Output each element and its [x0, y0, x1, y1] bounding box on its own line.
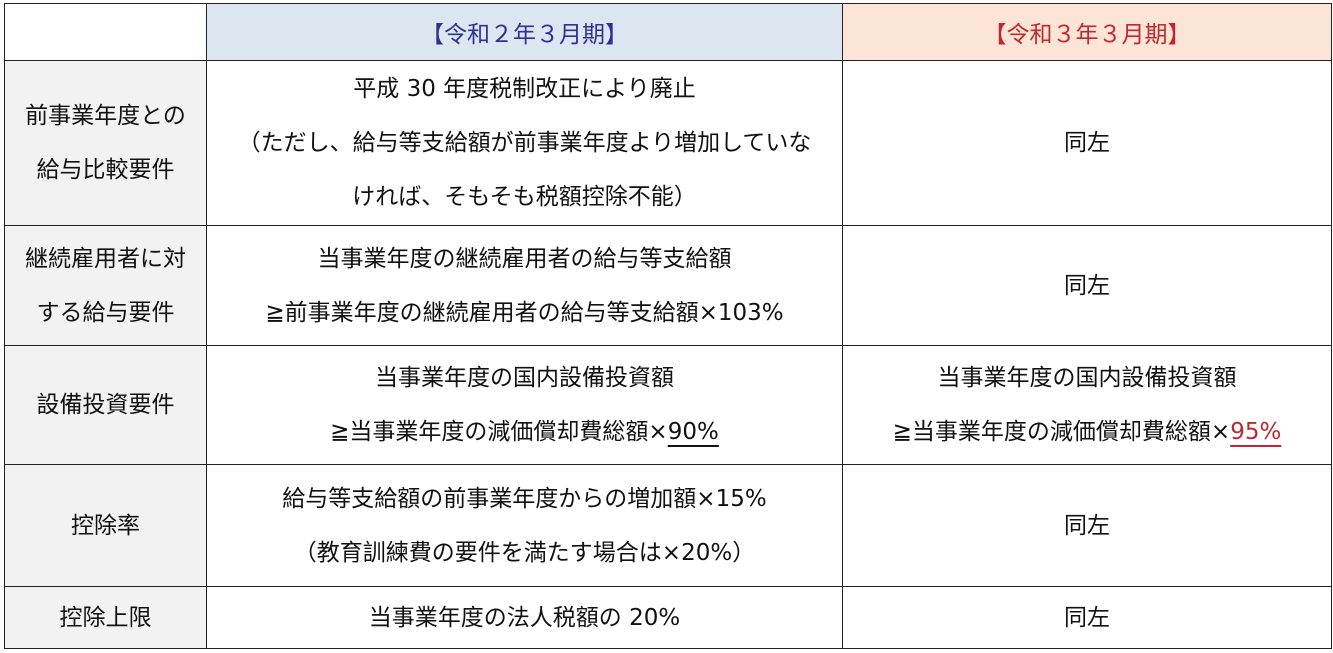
cell-line: 平成 30 年度税制改正により廃止 [353, 76, 696, 102]
row-label: 前事業年度との 給与比較要件 [4, 60, 207, 226]
label-line: 控除上限 [59, 604, 152, 631]
cell-line: 同左 [1064, 604, 1110, 631]
cell-line: 当事業年度の国内設備投資額 [375, 365, 674, 391]
underlined-rate-changed: 95% [1230, 419, 1282, 445]
row-label: 継続雇用者に対 する給与要件 [4, 225, 207, 346]
cell-line: 同左 [1064, 272, 1110, 299]
label-line: 控除率 [71, 512, 140, 539]
cell-r3: 同左 [842, 464, 1332, 587]
cell-r3: 当事業年度の国内設備投資額 ≧当事業年度の減価償却費総額×95% [842, 345, 1332, 465]
cell-line: 当事業年度の継続雇用者の給与等支給額 [317, 245, 732, 272]
cell-line: 当事業年度の法人税額の 20% [368, 604, 681, 631]
header-r3: 【令和３年３月期】 [842, 3, 1332, 61]
cell-line: （ただし、給与等支給額が前事業年度より増加していな [237, 130, 812, 156]
cell-r2: 当事業年度の法人税額の 20% [206, 586, 843, 649]
table-row: 前事業年度との 給与比較要件 平成 30 年度税制改正により廃止 （ただし、給与等支… [4, 60, 1332, 226]
cell-text: ≧当事業年度の減価償却費総額× [330, 419, 668, 445]
cell-line: 同左 [1064, 130, 1110, 156]
cell-r3: 同左 [842, 225, 1332, 346]
row-label: 控除率 [4, 464, 207, 587]
row-label: 控除上限 [4, 586, 207, 649]
label-line: 継続雇用者に対 [25, 245, 186, 272]
cell-line: 給与等支給額の前事業年度からの増加額×15% [282, 485, 767, 512]
table-row: 設備投資要件 当事業年度の国内設備投資額 ≧当事業年度の減価償却費総額×90% 当… [4, 345, 1332, 465]
cell-line: ければ、そもそも税額控除不能） [352, 184, 697, 210]
table-row: 継続雇用者に対 する給与要件 当事業年度の継続雇用者の給与等支給額 ≧前事業年度の継… [4, 225, 1332, 346]
cell-r3: 同左 [842, 586, 1332, 649]
cell-r3: 同左 [842, 60, 1332, 226]
header-r2: 【令和２年３月期】 [206, 3, 843, 61]
cell-text: ≧当事業年度の減価償却費総額× [892, 419, 1231, 445]
cell-r2: 当事業年度の国内設備投資額 ≧当事業年度の減価償却費総額×90% [206, 345, 843, 465]
label-line: する給与要件 [36, 299, 175, 326]
underlined-rate: 90% [667, 419, 719, 445]
cell-line: （教育訓練費の要件を満たす場合は×20%） [293, 539, 756, 566]
row-label: 設備投資要件 [4, 345, 207, 465]
cell-r2: 平成 30 年度税制改正により廃止 （ただし、給与等支給額が前事業年度より増加して… [206, 60, 843, 226]
header-row: 【令和２年３月期】 【令和３年３月期】 [4, 3, 1332, 61]
cell-line: 当事業年度の国内設備投資額 [937, 365, 1237, 391]
cell-r2: 当事業年度の継続雇用者の給与等支給額 ≧前事業年度の継続雇用者の給与等支給額×10… [206, 225, 843, 346]
label-line: 前事業年度との [25, 103, 186, 129]
cell-line: ≧前事業年度の継続雇用者の給与等支給額×103% [265, 299, 784, 326]
label-line: 給与比較要件 [36, 157, 175, 183]
cell-line: ≧当事業年度の減価償却費総額×95% [843, 405, 1331, 459]
table-row: 控除率 給与等支給額の前事業年度からの増加額×15% （教育訓練費の要件を満たす場… [4, 464, 1332, 587]
cell-line: ≧当事業年度の減価償却費総額×90% [207, 405, 842, 459]
label-line: 設備投資要件 [36, 392, 175, 418]
cell-r2: 給与等支給額の前事業年度からの増加額×15% （教育訓練費の要件を満たす場合は×2… [206, 464, 843, 587]
table-row: 控除上限 当事業年度の法人税額の 20% 同左 [4, 586, 1332, 649]
header-blank [4, 3, 207, 61]
cell-line: 同左 [1064, 512, 1110, 539]
comparison-table: 【令和２年３月期】 【令和３年３月期】 前事業年度との 給与比較要件 平成 30 … [4, 3, 1332, 649]
